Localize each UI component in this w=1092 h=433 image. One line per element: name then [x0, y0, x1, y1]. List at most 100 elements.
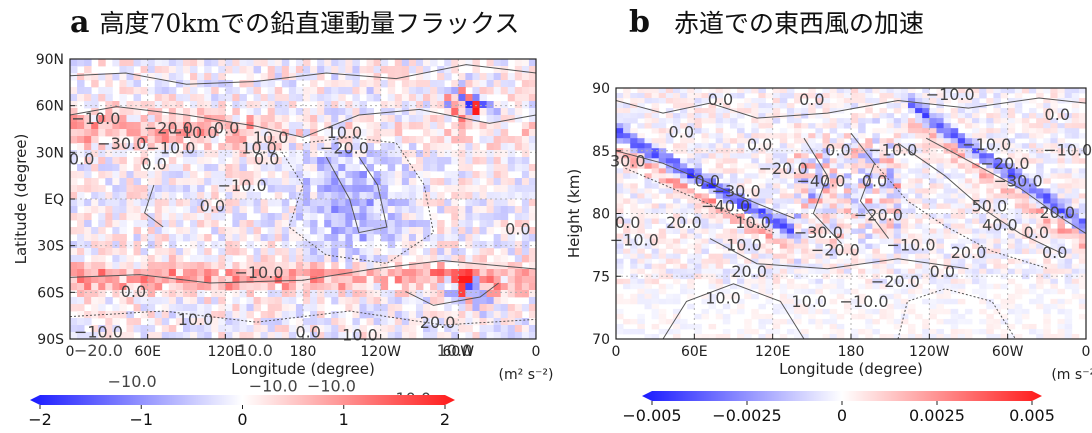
b-heatmap-cell	[1078, 98, 1087, 104]
b-heatmap-cell	[979, 108, 987, 114]
a-heatmap-cell	[225, 185, 233, 193]
a-heatmap-cell	[133, 248, 142, 256]
a-heatmap-cell	[331, 164, 339, 172]
b-heatmap-cell	[722, 268, 731, 275]
a-heatmap-cell	[514, 241, 523, 249]
a-heatmap-cell	[112, 262, 120, 270]
b-heatmap-cell	[786, 303, 795, 310]
b-heatmap-cell	[672, 118, 681, 124]
b-heatmap-cell	[886, 153, 895, 159]
a-heatmap-cell	[77, 150, 85, 158]
b-heatmap-cell	[1014, 203, 1023, 209]
b-heatmap-cell	[765, 118, 774, 124]
a-heatmap-cell	[486, 136, 495, 144]
a-heatmap-cell	[112, 178, 120, 186]
b-heatmap-cell	[658, 98, 667, 104]
b-heatmap-cell	[950, 318, 959, 325]
b-heatmap-cell	[851, 213, 859, 219]
b-heatmap-cell	[964, 88, 973, 94]
b-heatmap-cell	[665, 93, 674, 99]
a-heatmap-cell	[91, 129, 99, 137]
b-heatmap-cell	[808, 143, 816, 149]
a-heatmap-cell	[324, 241, 332, 249]
b-heatmap-cell	[1071, 273, 1080, 280]
a-heatmap-cell	[70, 248, 78, 256]
b-heatmap-cell	[893, 123, 902, 129]
a-heatmap-cell	[190, 276, 198, 284]
a-heatmap-cell	[70, 241, 78, 249]
a-heatmap-cell	[232, 199, 240, 207]
a-heatmap-cell	[387, 101, 396, 109]
a-heatmap-cell	[182, 192, 191, 200]
a-heatmap-cell	[514, 66, 523, 74]
a-heatmap-cell	[77, 248, 85, 256]
b-heatmap-cell	[658, 218, 667, 224]
a-heatmap-cell	[430, 269, 438, 277]
a-heatmap-cell	[366, 94, 375, 102]
a-heatmap-cell	[458, 94, 466, 102]
a-heatmap-cell	[232, 234, 240, 242]
a-y-tick-label: 60N	[36, 99, 64, 115]
a-heatmap-cell	[500, 101, 509, 109]
b-heatmap-cell	[936, 333, 944, 340]
a-heatmap-cell	[154, 157, 163, 165]
a-heatmap-cell	[239, 332, 247, 340]
b-heatmap-cell	[1014, 168, 1023, 174]
b-heatmap-cell	[758, 253, 766, 260]
b-heatmap-cell	[972, 88, 980, 94]
a-heatmap-cell	[288, 269, 297, 277]
b-contour-label: 0.0	[695, 172, 720, 191]
a-heatmap-cell	[232, 220, 240, 228]
a-heatmap-cell	[444, 290, 452, 298]
b-heatmap-cell	[758, 143, 766, 149]
b-heatmap-cell	[1000, 173, 1009, 179]
b-heatmap-cell	[907, 323, 916, 330]
a-heatmap-cell	[430, 248, 438, 256]
b-heatmap-cell	[822, 263, 831, 270]
b-heatmap-cell	[964, 148, 973, 154]
a-heatmap-cell	[253, 269, 262, 277]
a-heatmap-cell	[486, 297, 495, 305]
a-heatmap-cell	[401, 199, 410, 207]
a-heatmap-cell	[303, 115, 311, 123]
b-heatmap-cell	[1043, 123, 1051, 129]
b-heatmap-cell	[651, 168, 660, 174]
a-heatmap-cell	[281, 178, 290, 186]
a-heatmap-cell	[472, 262, 480, 270]
a-heatmap-cell	[225, 115, 233, 123]
b-heatmap-cell	[644, 273, 652, 280]
b-heatmap-cell	[865, 233, 873, 239]
a-heatmap-cell	[253, 255, 262, 263]
a-heatmap-cell	[507, 108, 516, 116]
a-heatmap-cell	[70, 325, 78, 333]
a-heatmap-cell	[310, 164, 318, 172]
b-heatmap-cell	[779, 318, 788, 325]
a-heatmap-cell	[288, 255, 297, 263]
a-heatmap-cell	[465, 164, 473, 172]
b-heatmap-cell	[1029, 233, 1037, 239]
b-x-tick-label: 60E	[681, 344, 708, 360]
b-heatmap-cell	[794, 303, 802, 310]
a-heatmap-cell	[401, 283, 410, 291]
b-heatmap-cell	[694, 268, 702, 275]
a-heatmap-cell	[133, 206, 142, 214]
a-heatmap-cell	[140, 66, 149, 74]
b-heatmap-cell	[993, 263, 1001, 270]
b-heatmap-cell	[808, 268, 816, 275]
a-heatmap-cell	[211, 227, 219, 235]
a-heatmap-cell	[444, 241, 452, 249]
a-heatmap-cell	[528, 136, 537, 144]
b-heatmap-cell	[616, 173, 624, 179]
a-heatmap-cell	[84, 59, 92, 67]
a-y-tick-label: 90N	[36, 52, 64, 68]
a-heatmap-cell	[126, 80, 134, 88]
a-heatmap-cell	[168, 73, 177, 81]
a-heatmap-cell	[197, 178, 205, 186]
b-heatmap-cell	[979, 198, 987, 204]
a-heatmap-cell	[352, 66, 360, 74]
a-heatmap-cell	[387, 311, 396, 319]
a-heatmap-cell	[380, 227, 389, 235]
a-heatmap-cell	[105, 94, 113, 102]
a-heatmap-cell	[295, 234, 304, 242]
a-heatmap-cell	[84, 150, 92, 158]
